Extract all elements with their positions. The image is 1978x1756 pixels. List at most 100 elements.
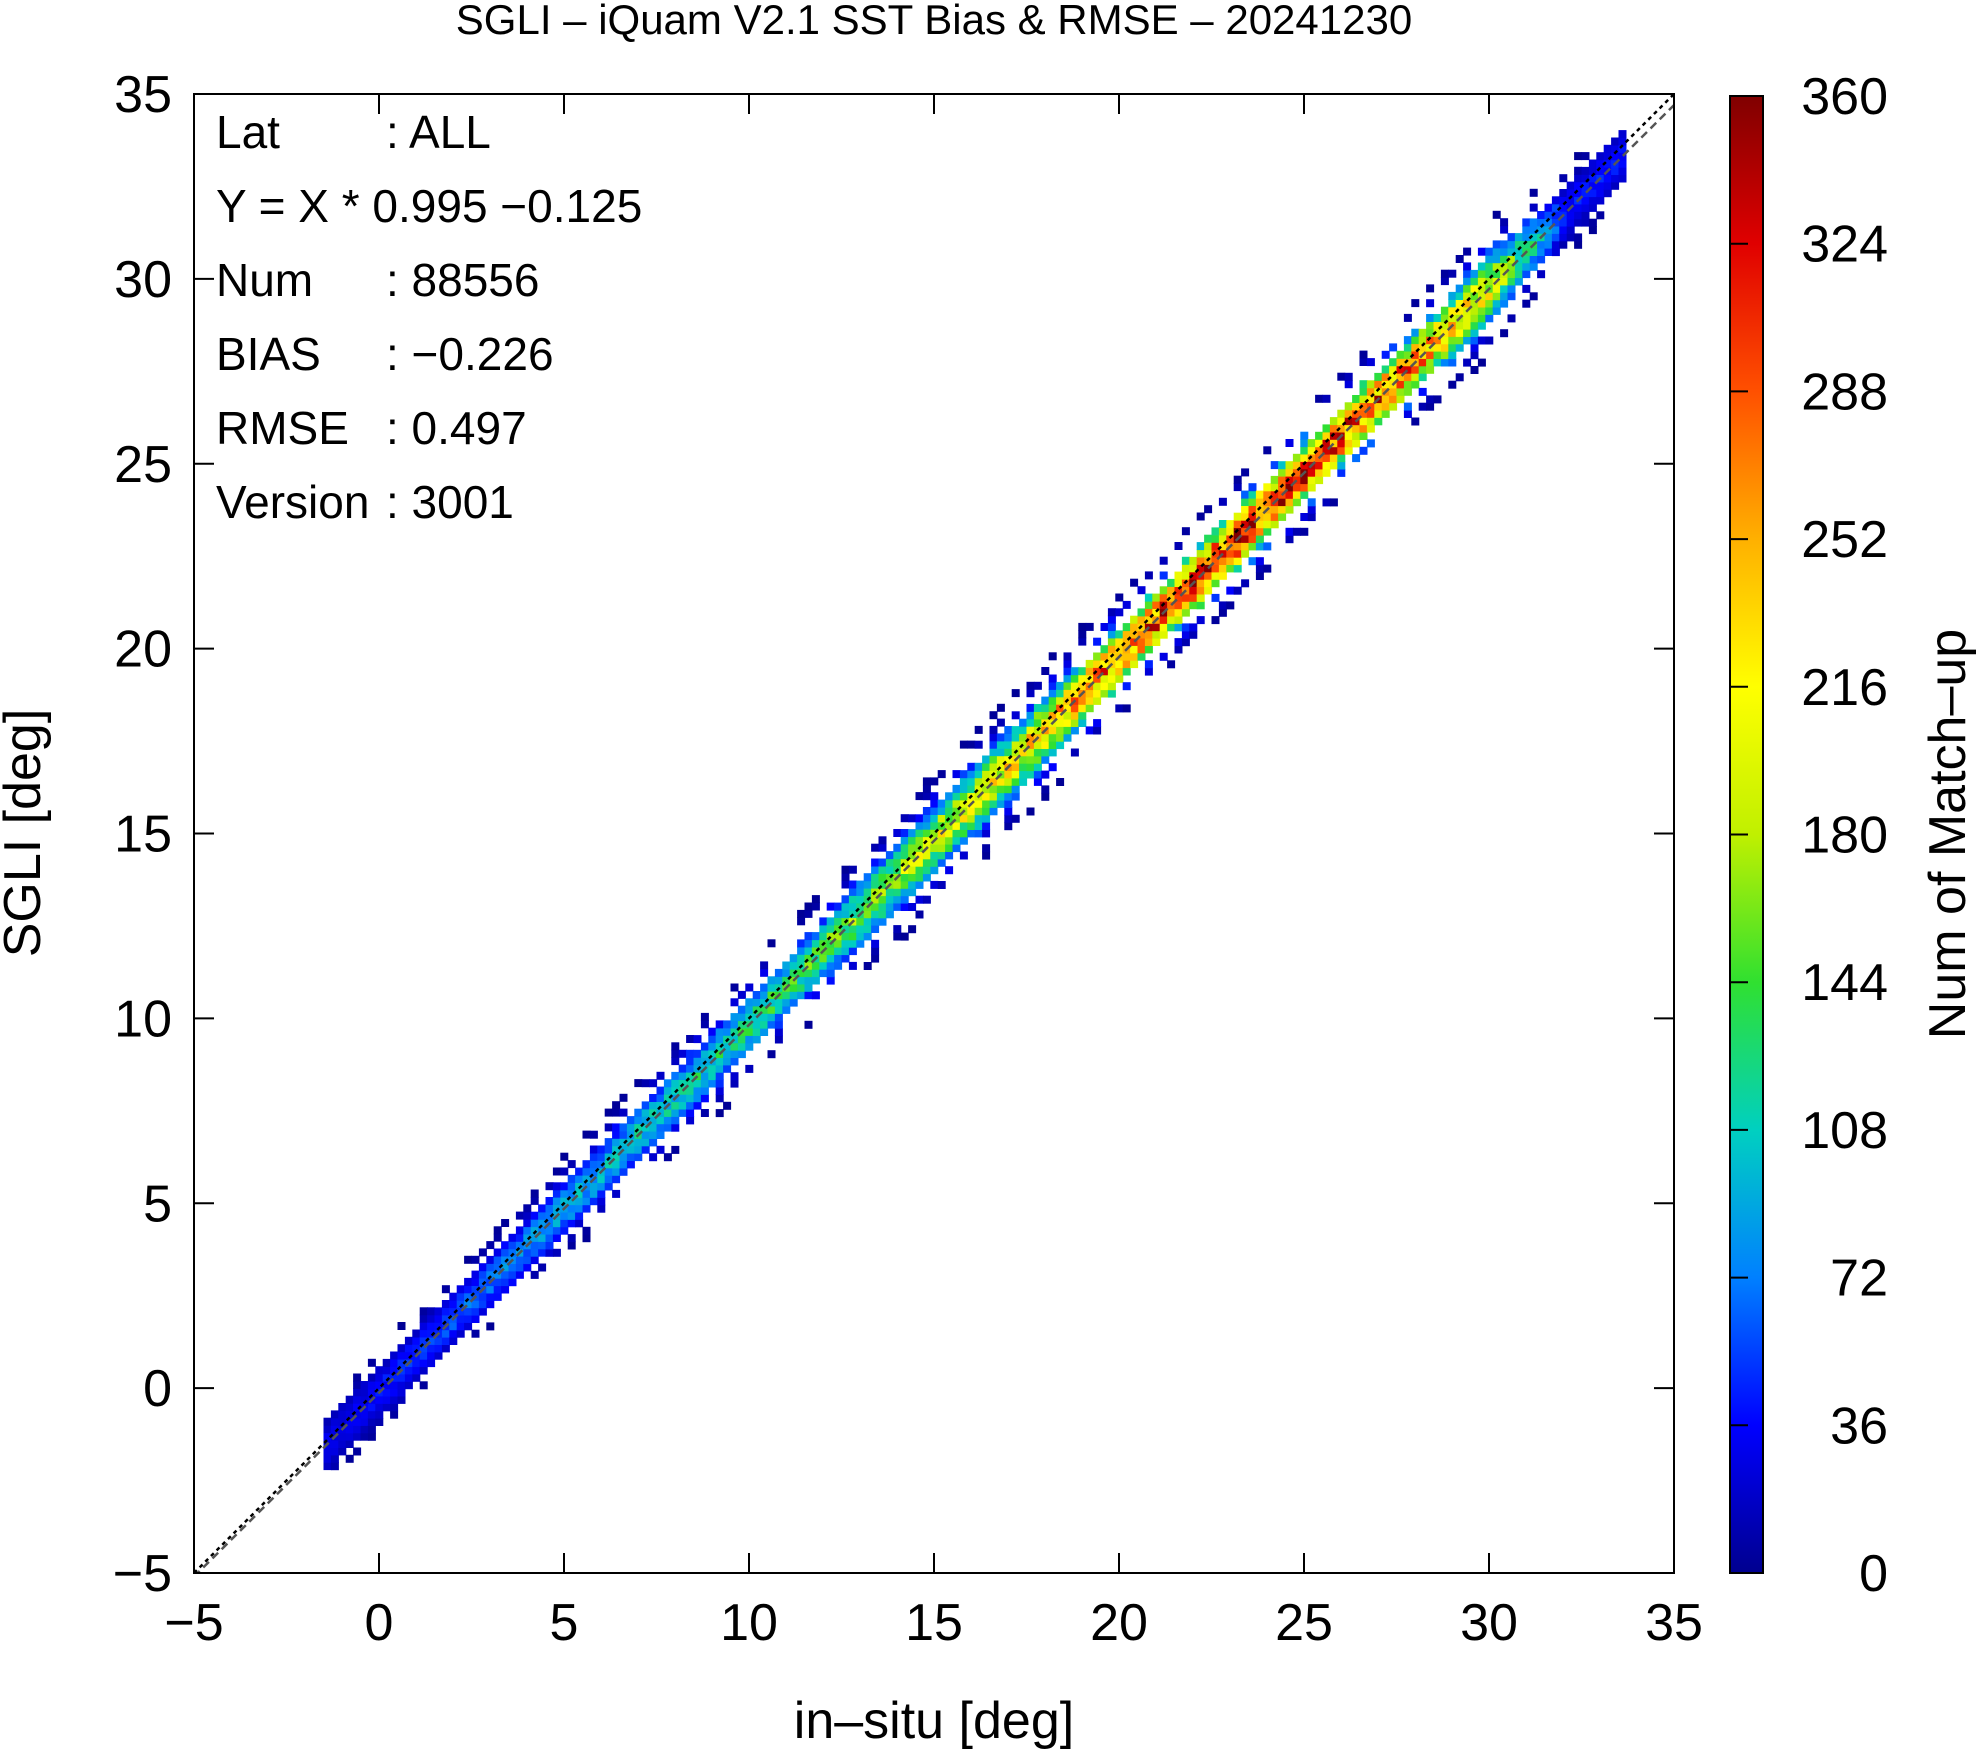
heatmap-cell — [1566, 226, 1575, 234]
heatmap-cell — [1455, 373, 1464, 382]
heatmap-cell — [1359, 395, 1368, 403]
heatmap-cell — [1418, 365, 1427, 374]
heatmap-cell — [982, 770, 991, 779]
heatmap-cell — [1041, 741, 1050, 749]
heatmap-cell — [1070, 726, 1079, 735]
heatmap-cell — [1063, 689, 1072, 698]
heatmap-cell — [715, 1027, 724, 1036]
heatmap-cell — [1026, 740, 1035, 749]
heatmap-cell — [1078, 630, 1087, 639]
heatmap-cell — [1544, 248, 1553, 256]
heatmap-cell — [1381, 372, 1390, 381]
heatmap-cell — [1174, 571, 1183, 580]
heatmap-cell — [989, 733, 998, 742]
heatmap-cell — [863, 910, 872, 919]
heatmap-cell — [582, 1234, 591, 1243]
heatmap-cell — [1056, 726, 1065, 735]
heatmap-cell — [856, 902, 865, 911]
heatmap-cell — [1048, 681, 1057, 690]
heatmap-cell — [922, 836, 931, 845]
heatmap-cell — [967, 777, 976, 786]
heatmap-cell — [597, 1204, 606, 1213]
heatmap-cell — [1485, 262, 1494, 271]
heatmap-cell — [915, 814, 924, 823]
heatmap-cell — [1596, 196, 1605, 205]
heatmap-cell — [752, 1020, 761, 1029]
heatmap-cell — [523, 1226, 532, 1235]
heatmap-cell — [760, 961, 769, 970]
heatmap-cell — [678, 1049, 687, 1058]
heatmap-cell — [1448, 336, 1457, 345]
heatmap-cell — [1004, 792, 1013, 801]
heatmap-cell — [1004, 755, 1013, 764]
heatmap-cell — [330, 1447, 339, 1456]
heatmap-cell — [885, 902, 894, 911]
heatmap-cell — [952, 784, 961, 793]
heatmap-cell — [1500, 262, 1509, 271]
y-tick-label: 20 — [114, 621, 172, 679]
heatmap-cell — [1100, 674, 1109, 683]
heatmap-cell — [1507, 240, 1516, 249]
heatmap-cell — [686, 1116, 695, 1125]
heatmap-cell — [945, 851, 954, 860]
heatmap-cell — [1411, 336, 1420, 345]
heatmap-cell — [1440, 336, 1449, 345]
heatmap-cell — [1574, 181, 1583, 190]
heatmap-cell — [1366, 402, 1375, 411]
heatmap-cell — [397, 1395, 406, 1404]
heatmap-cell — [982, 785, 991, 794]
heatmap-cell — [1093, 637, 1102, 646]
heatmap-cell — [1204, 586, 1213, 595]
heatmap-cell — [523, 1256, 532, 1265]
heatmap-cell — [1167, 593, 1176, 602]
heatmap-cell — [367, 1388, 376, 1397]
heatmap-cell — [1026, 726, 1035, 735]
heatmap-cell — [982, 807, 991, 816]
heatmap-cell — [1048, 763, 1057, 772]
heatmap-cell — [1033, 777, 1042, 786]
heatmap-cell — [730, 1050, 739, 1058]
heatmap-cell — [871, 939, 880, 948]
heatmap-cell — [1485, 336, 1494, 345]
heatmap-cell — [449, 1337, 458, 1345]
heatmap-cell — [367, 1358, 376, 1367]
heatmap-cell — [1455, 255, 1464, 263]
heatmap-cell — [1352, 439, 1361, 448]
heatmap-cell — [1107, 608, 1116, 617]
heatmap-cell — [619, 1167, 628, 1176]
heatmap-cell — [1544, 203, 1553, 212]
heatmap-cell — [930, 844, 939, 852]
heatmap-cell — [1181, 564, 1190, 573]
heatmap-cell — [1233, 549, 1242, 558]
heatmap-cell — [967, 822, 976, 830]
heatmap-cell — [1352, 402, 1361, 411]
heatmap-cell — [1300, 527, 1309, 536]
heatmap-cell — [671, 1042, 680, 1051]
heatmap-cell — [1226, 520, 1235, 529]
heatmap-cell — [1011, 792, 1020, 801]
heatmap-cell — [863, 888, 872, 896]
heatmap-cell — [1329, 454, 1338, 462]
heatmap-cell — [982, 799, 991, 808]
heatmap-cell — [1100, 652, 1109, 661]
heatmap-cell — [900, 843, 909, 852]
heatmap-cell — [1463, 336, 1472, 345]
heatmap-cell — [1241, 579, 1250, 588]
heatmap-cell — [1522, 225, 1531, 234]
heatmap-cell — [745, 998, 754, 1007]
heatmap-cell — [1241, 542, 1250, 551]
heatmap-cell — [893, 858, 902, 867]
heatmap-cell — [723, 1064, 732, 1073]
heatmap-cell — [1181, 601, 1190, 610]
heatmap-cell — [1396, 380, 1405, 389]
heatmap-cell — [700, 1049, 709, 1058]
heatmap-cell — [471, 1315, 480, 1323]
heatmap-cell — [1485, 255, 1494, 264]
heatmap-cell — [1122, 637, 1131, 646]
heatmap-cell — [1159, 593, 1168, 602]
heatmap-cell — [811, 902, 820, 911]
heatmap-cell — [1485, 277, 1494, 286]
heatmap-cell — [1300, 453, 1309, 462]
heatmap-cell — [1218, 542, 1227, 551]
heatmap-cell — [982, 792, 991, 801]
